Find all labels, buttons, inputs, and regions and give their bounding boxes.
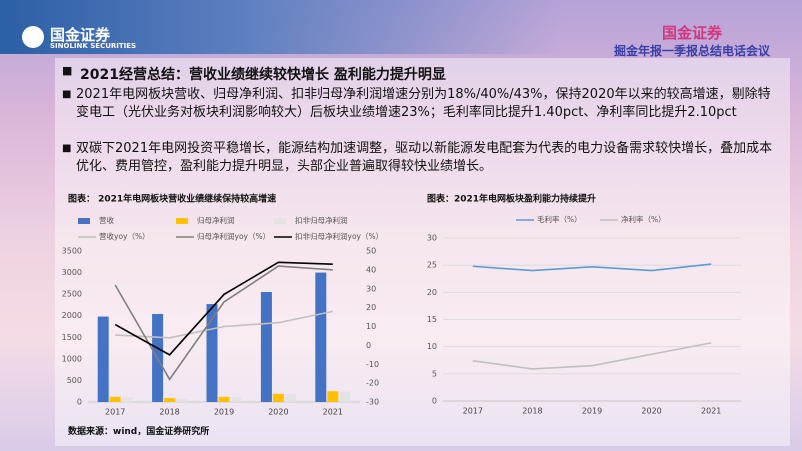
- bullet-text: 2021年电网板块营收、归母净利润、扣非归母净利润增速分别为18%/40%/43…: [76, 87, 771, 120]
- section-heading: ■ 2021经营总结：营收业绩继续较快增长 盈利能力提升明显: [62, 64, 446, 83]
- chart-title: 图表：2021年电网板块盈利能力持续提升: [427, 193, 596, 205]
- legend-label: 净利率（%）: [621, 214, 666, 224]
- bar: [284, 394, 296, 402]
- y-tick-label: 0: [77, 398, 82, 407]
- x-tick-label: 2018: [159, 408, 179, 417]
- legend-label: 毛利率（%）: [537, 214, 582, 224]
- source-note: 数据来源：wind，国金证券研究所: [68, 427, 210, 437]
- x-tick-label: 2017: [463, 407, 483, 416]
- line: [114, 261, 333, 356]
- bar: [272, 393, 284, 402]
- x-tick-label: 2019: [214, 408, 234, 417]
- bar: [339, 391, 351, 402]
- event-title: 掘金年报一季报总结电话会议: [614, 44, 771, 58]
- logo-icon: [22, 26, 44, 48]
- x-tick-label: 2017: [105, 408, 125, 417]
- line: [115, 310, 333, 339]
- legend-swatch: [78, 218, 90, 224]
- y-tick-label: 15: [427, 315, 437, 324]
- bullet: ■ 双碳下2021年电网投资平稳增长，能源结构加速调整，驱动以新能源发电配套为代表…: [62, 140, 777, 176]
- content-panel: [55, 58, 790, 446]
- legend-swatch: [274, 218, 286, 224]
- heading-text: 2021经营总结：营收业绩继续较快增长 盈利能力提升明显: [80, 67, 446, 83]
- bar: [109, 396, 121, 402]
- line: [114, 265, 333, 381]
- y2-tick-label: 40: [366, 265, 376, 274]
- legend-swatch: [176, 218, 188, 224]
- y2-tick-label: 10: [366, 322, 376, 331]
- legend-label: 营收: [99, 215, 114, 225]
- header-band: [0, 0, 802, 54]
- x-tick-label: 2019: [582, 407, 602, 416]
- bar: [218, 396, 230, 402]
- bar: [206, 304, 218, 402]
- bar: [260, 291, 272, 402]
- bar: [121, 397, 133, 402]
- y-tick-label: 10: [427, 342, 437, 351]
- y-tick-label: 30: [427, 234, 437, 243]
- bar: [164, 398, 176, 402]
- brand: 国金证券: [662, 24, 723, 42]
- logo-name: 国金证券: [50, 26, 111, 44]
- x-tick-label: 2018: [522, 407, 542, 416]
- logo-sub: SINOLINK SECURITIES: [50, 42, 137, 50]
- legend-label: 扣非归母净利润: [295, 215, 348, 225]
- x-tick-label: 2021: [323, 408, 343, 417]
- y-tick-label: 5: [432, 369, 437, 378]
- bar: [230, 397, 242, 402]
- x-tick-label: 2020: [268, 408, 288, 417]
- y2-tick-label: 50: [366, 247, 376, 256]
- bar: [97, 316, 109, 402]
- y2-tick-label: 20: [366, 303, 376, 312]
- x-tick-label: 2021: [701, 407, 721, 416]
- y2-tick-label: -10: [366, 360, 379, 369]
- legend-label: 归母净利润: [197, 215, 235, 225]
- x-tick-label: 2020: [641, 407, 661, 416]
- line: [472, 342, 712, 370]
- y-tick-label: 2000: [62, 311, 82, 320]
- y-tick-label: 2500: [62, 290, 82, 299]
- bullet: ■ 2021年电网板块营收、归母净利润、扣非归母净利润增速分别为18%/40%/4…: [62, 86, 777, 122]
- y-tick-label: 1000: [62, 354, 82, 363]
- bar: [327, 391, 339, 402]
- y-tick-label: 3500: [62, 247, 82, 256]
- y-tick-label: 3000: [62, 268, 82, 277]
- y-tick-label: 1500: [62, 333, 82, 342]
- bar: [315, 272, 327, 402]
- legend-label: 营收yoy（%）: [99, 231, 150, 241]
- y2-tick-label: -20: [366, 379, 379, 388]
- y2-tick-label: -30: [366, 398, 379, 407]
- bar: [176, 398, 188, 402]
- line: [472, 263, 712, 272]
- y-tick-label: 20: [427, 288, 437, 297]
- y-tick-label: 0: [432, 397, 437, 406]
- legend-label: 扣非归母净利润yoy（%）: [295, 231, 383, 241]
- y2-tick-label: 30: [366, 284, 376, 293]
- y2-tick-label: 0: [366, 341, 371, 350]
- chart-title: 图表： 2021年电网板块营收业绩继续保持较高增速: [68, 193, 276, 205]
- legend-label: 归母净利润yoy（%）: [197, 231, 270, 241]
- bullet-text: 双碳下2021年电网投资平稳增长，能源结构加速调整，驱动以新能源发电配套为代表的…: [76, 141, 773, 174]
- y-tick-label: 500: [67, 376, 82, 385]
- y-tick-label: 25: [427, 261, 437, 270]
